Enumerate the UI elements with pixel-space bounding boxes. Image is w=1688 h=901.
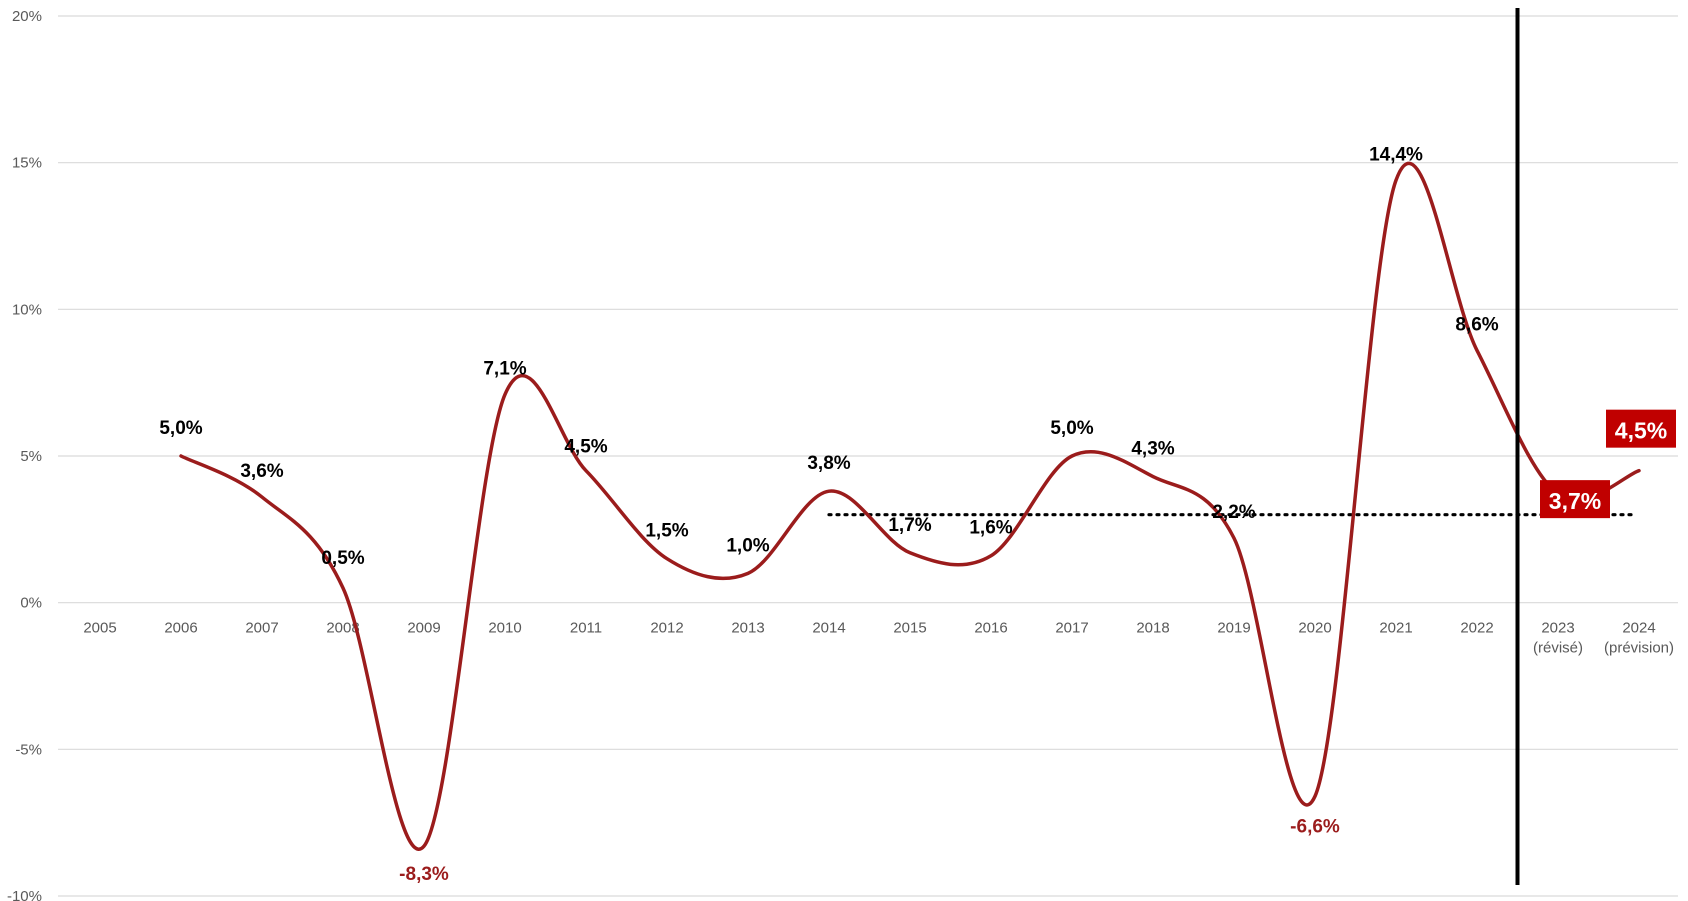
series-line <box>179 161 1641 851</box>
data-label: 2,2% <box>1212 502 1255 523</box>
x-tick-label: 2017 <box>1055 620 1088 637</box>
x-axis-ticks: 2005 2006 2007 2008 2009 2010 2011 2012 2013 2014… <box>83 620 1674 657</box>
x-tick-label: 2007 <box>245 620 278 637</box>
data-label: 1,6% <box>969 518 1012 539</box>
x-tick-label: 2014 <box>812 620 845 637</box>
data-label: 3,8% <box>807 453 850 474</box>
value-highlight-box <box>1540 480 1610 519</box>
series-lines <box>179 161 1641 851</box>
data-label: 3,6% <box>240 461 283 482</box>
data-label: -8,3% <box>399 864 449 885</box>
x-tick-sublabel: (prévision) <box>1604 640 1674 657</box>
x-tick-label: 2005 <box>83 620 116 637</box>
y-tick-label: 0% <box>20 595 42 612</box>
y-tick-label: 15% <box>12 155 42 172</box>
y-tick-label: 20% <box>12 8 42 25</box>
data-label: 4,5% <box>564 437 607 458</box>
x-tick-label: 2011 <box>570 620 602 637</box>
data-label: 4,5% <box>1615 418 1667 444</box>
data-label: 1,5% <box>645 521 688 542</box>
x-tick-label: 2022 <box>1460 620 1493 637</box>
data-labels: 5,0% 3,6% 0,5% -8,3% 7,1% 4,5% 1,5% 1,0% 3,8% 1,7… <box>159 144 1676 885</box>
data-label: 3,7% <box>1549 488 1601 514</box>
x-tick-label: 2012 <box>650 620 683 637</box>
data-label: 1,7% <box>888 515 931 536</box>
x-tick-label: 2024 <box>1622 620 1655 637</box>
x-tick-label: 2009 <box>407 620 440 637</box>
x-tick-label: 2019 <box>1217 620 1250 637</box>
x-tick-label: 2013 <box>731 620 764 637</box>
x-tick-label: 2008 <box>326 620 359 637</box>
data-label: 4,3% <box>1131 439 1174 460</box>
data-label: 5,0% <box>159 418 202 439</box>
x-tick-label: 2018 <box>1136 620 1169 637</box>
value-highlight-box <box>1606 409 1676 448</box>
data-label: 1,0% <box>726 535 769 556</box>
x-tick-label: 2015 <box>893 620 926 637</box>
x-tick-label: 2023 <box>1541 620 1574 637</box>
y-tick-label: 10% <box>12 301 42 318</box>
gridlines <box>58 15 1678 897</box>
x-tick-label: 2006 <box>164 620 197 637</box>
data-label: 7,1% <box>483 358 526 379</box>
x-tick-label: 2010 <box>488 620 521 637</box>
x-tick-label: 2020 <box>1298 620 1331 637</box>
x-tick-sublabel: (révisé) <box>1533 640 1583 657</box>
x-tick-label: 2021 <box>1379 620 1412 637</box>
data-label: 14,4% <box>1369 144 1423 165</box>
data-label: 8,6% <box>1455 314 1498 335</box>
x-tick-label: 2016 <box>974 620 1007 637</box>
data-label: 0,5% <box>321 548 364 569</box>
y-axis-ticks: 20% 15% 10% 5% 0% -5% -10% <box>7 8 42 901</box>
y-tick-label: -10% <box>7 888 42 901</box>
y-tick-label: 5% <box>20 448 42 465</box>
data-label: -6,6% <box>1290 816 1340 837</box>
y-tick-label: -5% <box>15 741 42 758</box>
data-label: 5,0% <box>1050 418 1093 439</box>
